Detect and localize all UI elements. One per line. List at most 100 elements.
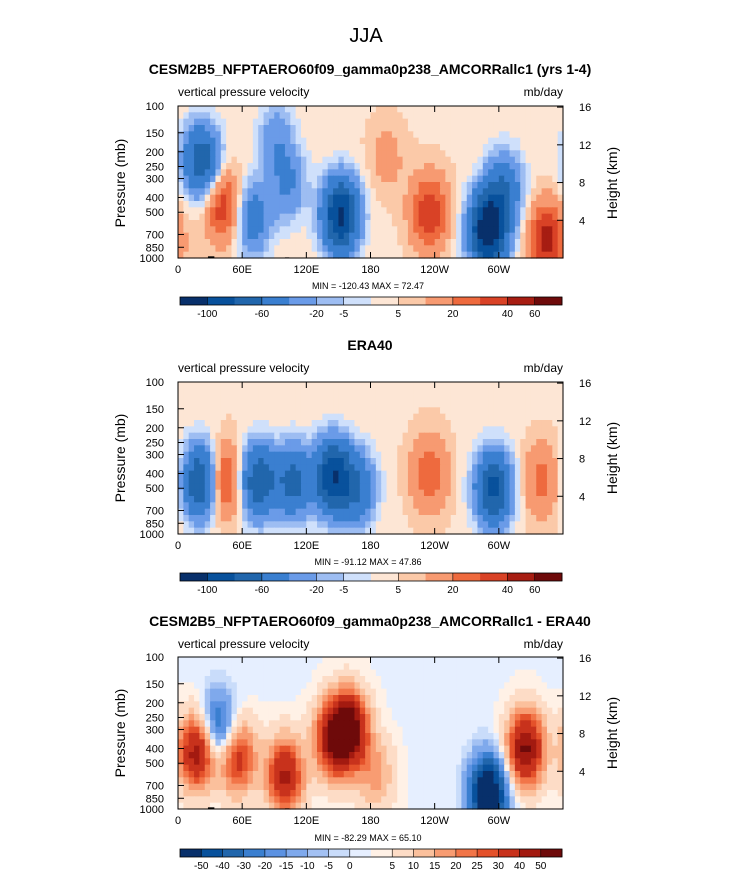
heatmap-cell xyxy=(284,118,291,126)
heatmap-cell xyxy=(327,188,334,196)
heatmap-cell xyxy=(520,477,527,484)
heatmap-cell xyxy=(365,521,372,529)
heatmap-cell xyxy=(407,232,414,240)
heatmap-cell xyxy=(541,470,548,478)
heatmap-cell xyxy=(226,669,233,677)
heatmap-cell xyxy=(530,401,537,408)
heatmap-cell xyxy=(407,477,414,484)
heatmap-cell xyxy=(354,163,361,170)
heatmap-cell xyxy=(504,733,511,740)
heatmap-cell xyxy=(546,232,553,240)
heatmap-cell xyxy=(504,695,511,702)
heatmap-cell xyxy=(220,182,227,189)
heatmap-cell xyxy=(466,527,473,535)
heatmap-cell xyxy=(498,432,505,440)
heatmap-cell xyxy=(274,245,281,253)
heatmap-cell xyxy=(418,758,425,766)
heatmap-cell xyxy=(391,207,398,215)
heatmap-cell xyxy=(343,496,350,503)
heatmap-cell xyxy=(178,726,184,734)
heatmap-cell xyxy=(258,726,265,734)
heatmap-cell xyxy=(252,413,259,421)
heatmap-cell xyxy=(274,207,281,215)
heatmap-cell xyxy=(525,701,532,709)
heatmap-cell xyxy=(498,701,505,709)
heatmap-cell xyxy=(509,394,516,402)
heatmap-cell xyxy=(536,382,543,389)
heatmap-cell xyxy=(418,131,425,139)
heatmap-cell xyxy=(338,439,345,446)
heatmap-cell xyxy=(488,175,495,183)
heatmap-cell xyxy=(397,112,404,120)
heatmap-cell xyxy=(220,413,227,421)
heatmap-cell xyxy=(461,194,468,202)
heatmap-cell xyxy=(541,201,548,208)
heatmap-cell xyxy=(391,112,398,120)
heatmap-cell xyxy=(525,758,532,766)
heatmap-cell xyxy=(306,251,313,259)
heatmap-cell xyxy=(530,701,537,709)
heatmap-cell xyxy=(391,150,398,158)
heatmap-cell xyxy=(311,112,318,120)
heatmap-cell xyxy=(178,388,184,396)
heatmap-cell xyxy=(226,251,233,259)
heatmap-cell xyxy=(258,508,265,516)
heatmap-cell xyxy=(434,470,441,478)
heatmap-cell xyxy=(498,125,505,132)
heatmap-cell xyxy=(536,521,543,529)
heatmap-cell xyxy=(375,251,382,259)
heatmap-cell xyxy=(472,413,479,421)
heatmap-cell xyxy=(338,657,345,664)
heatmap-cell xyxy=(231,382,238,389)
heatmap-cell xyxy=(407,764,414,772)
heatmap-cell xyxy=(434,701,441,709)
heatmap-cell xyxy=(546,733,553,740)
heatmap-cell xyxy=(274,451,281,459)
heatmap-cell xyxy=(552,382,559,389)
heatmap-cell xyxy=(407,439,414,446)
heatmap-cell xyxy=(252,163,259,170)
heatmap-cell xyxy=(263,194,270,202)
heatmap-cell xyxy=(263,220,270,227)
heatmap-cell xyxy=(397,758,404,766)
heatmap-cell xyxy=(514,251,521,259)
heatmap-cell xyxy=(456,213,463,221)
heatmap-cell xyxy=(434,714,441,721)
heatmap-cell xyxy=(252,407,259,415)
heatmap-cell xyxy=(493,232,500,240)
heatmap-cell xyxy=(215,226,222,234)
heatmap-cell xyxy=(509,451,516,459)
heatmap-cell xyxy=(183,745,190,753)
colorbar-label: 5 xyxy=(396,309,402,320)
heatmap-cell xyxy=(445,521,452,529)
heatmap-cell xyxy=(306,733,313,740)
heatmap-cell xyxy=(434,726,441,734)
heatmap-cell xyxy=(300,496,307,503)
x-tick-label: 180 xyxy=(361,264,379,276)
heatmap-cell xyxy=(274,118,281,126)
heatmap-cell xyxy=(413,175,420,183)
heatmap-cell xyxy=(306,239,313,246)
heatmap-cell xyxy=(456,106,463,113)
heatmap-cell xyxy=(220,144,227,151)
heatmap-cell xyxy=(220,232,227,240)
heatmap-cell xyxy=(231,220,238,227)
heatmap-cell xyxy=(386,220,393,227)
heatmap-cell xyxy=(418,695,425,702)
heatmap-cell xyxy=(461,745,468,753)
heatmap-cell xyxy=(215,477,222,484)
heatmap-cell xyxy=(322,194,329,202)
heatmap-cell xyxy=(349,657,356,664)
heatmap-cell xyxy=(263,382,270,389)
heatmap-cell xyxy=(311,489,318,497)
heatmap-cell xyxy=(488,439,495,446)
heatmap-cell xyxy=(290,394,297,402)
heatmap-cell xyxy=(386,502,393,510)
heatmap-cell xyxy=(183,764,190,772)
heatmap-cell xyxy=(226,739,233,747)
heatmap-cell xyxy=(397,682,404,690)
heatmap-cell xyxy=(514,125,521,132)
heatmap-cell xyxy=(381,169,388,177)
heatmap-cell xyxy=(338,508,345,516)
heatmap-cell xyxy=(466,470,473,478)
